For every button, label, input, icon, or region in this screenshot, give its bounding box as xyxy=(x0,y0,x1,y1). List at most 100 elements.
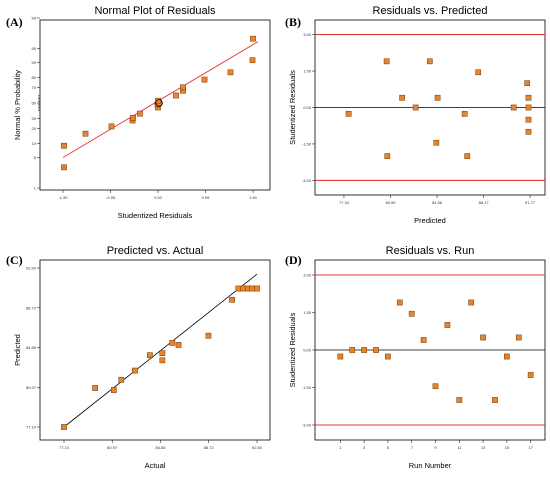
data-point xyxy=(130,114,136,121)
data-point xyxy=(396,299,403,306)
y-tick-label: 20 xyxy=(32,126,37,131)
y-tick-label: 80.97 xyxy=(26,385,37,390)
panel-label: (C) xyxy=(6,253,23,267)
data-point xyxy=(337,353,344,360)
x-tick-label: 91.77 xyxy=(525,200,536,205)
data-point xyxy=(456,397,463,403)
data-point xyxy=(373,347,379,353)
chart-title: Predicted vs. Actual xyxy=(107,245,204,257)
data-point xyxy=(444,322,451,328)
y-tick-label: 92.60 xyxy=(26,266,37,271)
x-tick-label: 17 xyxy=(528,445,533,450)
data-point xyxy=(408,310,415,317)
data-point xyxy=(468,299,475,306)
data-point xyxy=(169,340,176,346)
y-axis-label: Predicted xyxy=(13,334,22,366)
x-tick-label: 88.72 xyxy=(204,445,215,450)
data-point xyxy=(492,397,498,403)
x-tick-label: 11 xyxy=(457,445,462,450)
x-tick-label: 88.17 xyxy=(479,200,490,205)
y-tick-label: 3.00 xyxy=(303,32,312,37)
y-tick-label: -3.00 xyxy=(302,423,312,428)
panel-c: (C) Predicted vs. Actual Actual Predicted 77… xyxy=(6,245,271,470)
data-point xyxy=(229,296,235,303)
chart-title: Residuals vs. Run xyxy=(386,245,475,257)
data-point xyxy=(525,128,532,135)
x-tick-label: 13 xyxy=(481,445,486,450)
data-point xyxy=(461,110,468,117)
y-tick-label: 5 xyxy=(34,155,37,160)
x-tick-label: 7 xyxy=(411,445,414,450)
x-tick-label: 9 xyxy=(434,445,437,450)
x-tick-label: 1.90 xyxy=(249,195,258,200)
y-tick-label: -1.50 xyxy=(302,141,312,146)
data-point xyxy=(155,97,161,104)
data-point xyxy=(433,139,440,146)
y-tick-label: -3.00 xyxy=(302,178,312,183)
data-point xyxy=(173,92,179,99)
x-tick-label: 80.97 xyxy=(107,445,118,450)
data-point xyxy=(132,367,138,374)
data-point xyxy=(464,153,471,159)
data-point xyxy=(525,116,532,123)
y-tick-label: 95 xyxy=(32,46,37,51)
y-tick-label: 0.00 xyxy=(303,348,312,353)
y-tick-label: 84.85 xyxy=(26,345,37,350)
data-point xyxy=(515,334,522,341)
data-point xyxy=(82,130,89,137)
data-point xyxy=(61,142,67,149)
data-point xyxy=(147,352,153,359)
plot-frame xyxy=(39,259,271,441)
x-tick-label: 80.95 xyxy=(386,200,397,205)
data-point xyxy=(385,353,391,360)
data-point xyxy=(361,347,367,353)
data-point xyxy=(383,58,390,65)
data-point xyxy=(180,84,186,91)
y-tick-label: 70 xyxy=(32,85,37,90)
y-tick-label: 10 xyxy=(32,141,37,146)
panel-label: (B) xyxy=(285,15,301,29)
data-point xyxy=(108,123,115,130)
data-point xyxy=(426,58,433,65)
data-point xyxy=(480,334,486,341)
x-tick-label: 84.85 xyxy=(155,445,166,450)
plot-frame xyxy=(39,19,271,191)
y-tick-label: 1.50 xyxy=(303,69,312,74)
data-point xyxy=(399,94,405,101)
data-point xyxy=(525,104,532,111)
data-point xyxy=(110,387,117,393)
x-tick-label: 77.10 xyxy=(59,445,70,450)
data-point xyxy=(205,332,212,339)
panel-label: (A) xyxy=(6,15,23,29)
x-axis-label: Predicted xyxy=(414,216,446,225)
x-tick-label: 0.00 xyxy=(154,195,163,200)
data-point xyxy=(504,353,510,360)
data-point xyxy=(527,372,534,378)
x-axis-label: Actual xyxy=(145,461,166,470)
data-point xyxy=(249,285,255,292)
data-point xyxy=(249,57,256,64)
y-tick-label: 3.00 xyxy=(303,273,312,278)
data-point xyxy=(137,110,143,117)
data-point xyxy=(412,104,419,111)
data-point xyxy=(118,376,125,383)
x-tick-label: 15 xyxy=(505,445,510,450)
y-tick-label: 0.00 xyxy=(303,105,312,110)
data-point xyxy=(432,383,439,390)
panel-b: (B) Residuals vs. Predicted Predicted Stude… xyxy=(285,5,546,225)
x-tick-label: -0.95 xyxy=(106,195,116,200)
data-point xyxy=(384,153,391,159)
data-point xyxy=(201,76,208,83)
data-point xyxy=(254,285,260,292)
y-tick-label: 80 xyxy=(32,75,37,80)
data-point xyxy=(235,285,242,292)
y-tick-label: 88.72 xyxy=(26,305,37,310)
y-tick-label: 90 xyxy=(32,60,37,65)
data-point xyxy=(175,342,182,348)
y-axis-label: Studentized Residuals xyxy=(288,312,297,387)
y-tick-label: 77.10 xyxy=(26,425,37,430)
x-tick-label: 0.95 xyxy=(202,195,211,200)
data-point xyxy=(159,357,166,364)
y-axis-label: Studentized Residuals xyxy=(288,70,297,145)
y-axis-label: Normal % Probability xyxy=(13,70,22,140)
